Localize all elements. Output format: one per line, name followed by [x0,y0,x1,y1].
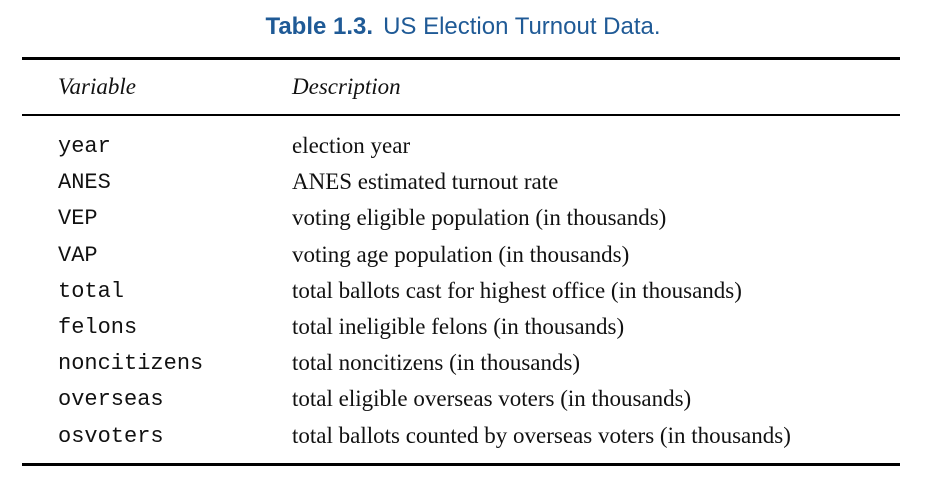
description-cell: total ineligible felons (in thousands) [292,313,625,339]
variable-cell: noncitizens [58,351,204,377]
column-header-variable: Variable [58,74,136,99]
table-body: year election year ANES ANES estimated t… [0,129,926,455]
description-cell: voting eligible population (in thousands… [292,205,667,231]
variable-cell: total [58,278,125,304]
table-top-rule [22,57,900,60]
description-cell: total eligible overseas voters (in thous… [292,386,692,412]
table-row: osvoters total ballots counted by overse… [0,419,926,455]
table-caption-label: Table 1.3. [265,13,374,40]
variable-cell: VEP [58,206,98,232]
description-cell: total ballots cast for highest office (i… [292,277,742,303]
variable-cell: osvoters [58,423,164,449]
description-cell: election year [292,133,411,158]
table-header-rule [22,114,900,116]
table-row: VAP voting age population (in thousands) [0,238,926,274]
description-cell: total noncitizens (in thousands) [292,350,581,376]
table-caption: Table 1.3. US Election Turnout Data. [0,12,926,42]
variable-cell: VAP [58,242,98,268]
variable-cell: overseas [58,387,164,413]
variable-cell: year [58,134,111,159]
variable-cell: felons [58,314,138,340]
table-row: overseas total eligible overseas voters … [0,382,926,418]
table-row: year election year [0,129,926,165]
column-header-description: Description [292,74,401,99]
table-row: VEP voting eligible population (in thous… [0,201,926,237]
description-cell: total ballots counted by overseas voters… [292,422,791,448]
table-row: noncitizens total noncitizens (in thousa… [0,346,926,382]
table-row: total total ballots cast for highest off… [0,274,926,310]
table-bottom-rule [22,463,900,466]
variable-cell: ANES [58,170,111,196]
description-cell: voting age population (in thousands) [292,241,630,267]
table-row: ANES ANES estimated turnout rate [0,165,926,201]
table-caption-title: US Election Turnout Data. [383,13,661,40]
description-cell: ANES estimated turnout rate [292,169,559,195]
table-row: felons total ineligible felons (in thous… [0,310,926,346]
